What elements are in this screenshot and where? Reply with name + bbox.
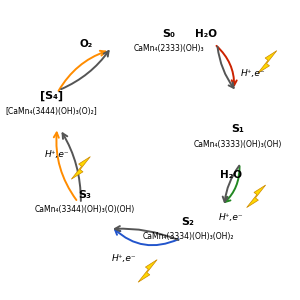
Text: H⁺,e⁻: H⁺,e⁻: [45, 150, 70, 159]
Polygon shape: [258, 51, 277, 73]
Text: H₂O: H₂O: [220, 170, 242, 180]
Text: H⁺,e⁻: H⁺,e⁻: [219, 213, 243, 222]
Text: H⁺,e⁻: H⁺,e⁻: [112, 254, 136, 263]
Text: CaMn₄(3333)(OH)₃(OH): CaMn₄(3333)(OH)₃(OH): [194, 140, 282, 148]
Text: CaMn₄(3344)(OH)₃(O)(OH): CaMn₄(3344)(OH)₃(O)(OH): [35, 205, 135, 214]
Text: H₂O: H₂O: [195, 28, 217, 38]
Text: O₂: O₂: [80, 39, 93, 49]
Text: CaMn₄(2333)(OH)₃: CaMn₄(2333)(OH)₃: [133, 44, 204, 53]
Text: [S₄]: [S₄]: [40, 91, 63, 101]
Text: S₀: S₀: [162, 28, 175, 38]
Polygon shape: [138, 260, 157, 282]
Text: H⁺,e⁻: H⁺,e⁻: [241, 69, 266, 78]
Text: S₃: S₃: [79, 190, 92, 200]
Polygon shape: [247, 185, 266, 208]
Polygon shape: [71, 157, 90, 179]
Text: S₂: S₂: [182, 217, 194, 227]
Text: S₁: S₁: [232, 124, 244, 134]
Text: CaMn₄(3334)(OH)₃(OH)₂: CaMn₄(3334)(OH)₃(OH)₂: [142, 232, 234, 241]
Text: [CaMn₄(3444)(OH)₃(O)₂]: [CaMn₄(3444)(OH)₃(O)₂]: [6, 107, 98, 116]
